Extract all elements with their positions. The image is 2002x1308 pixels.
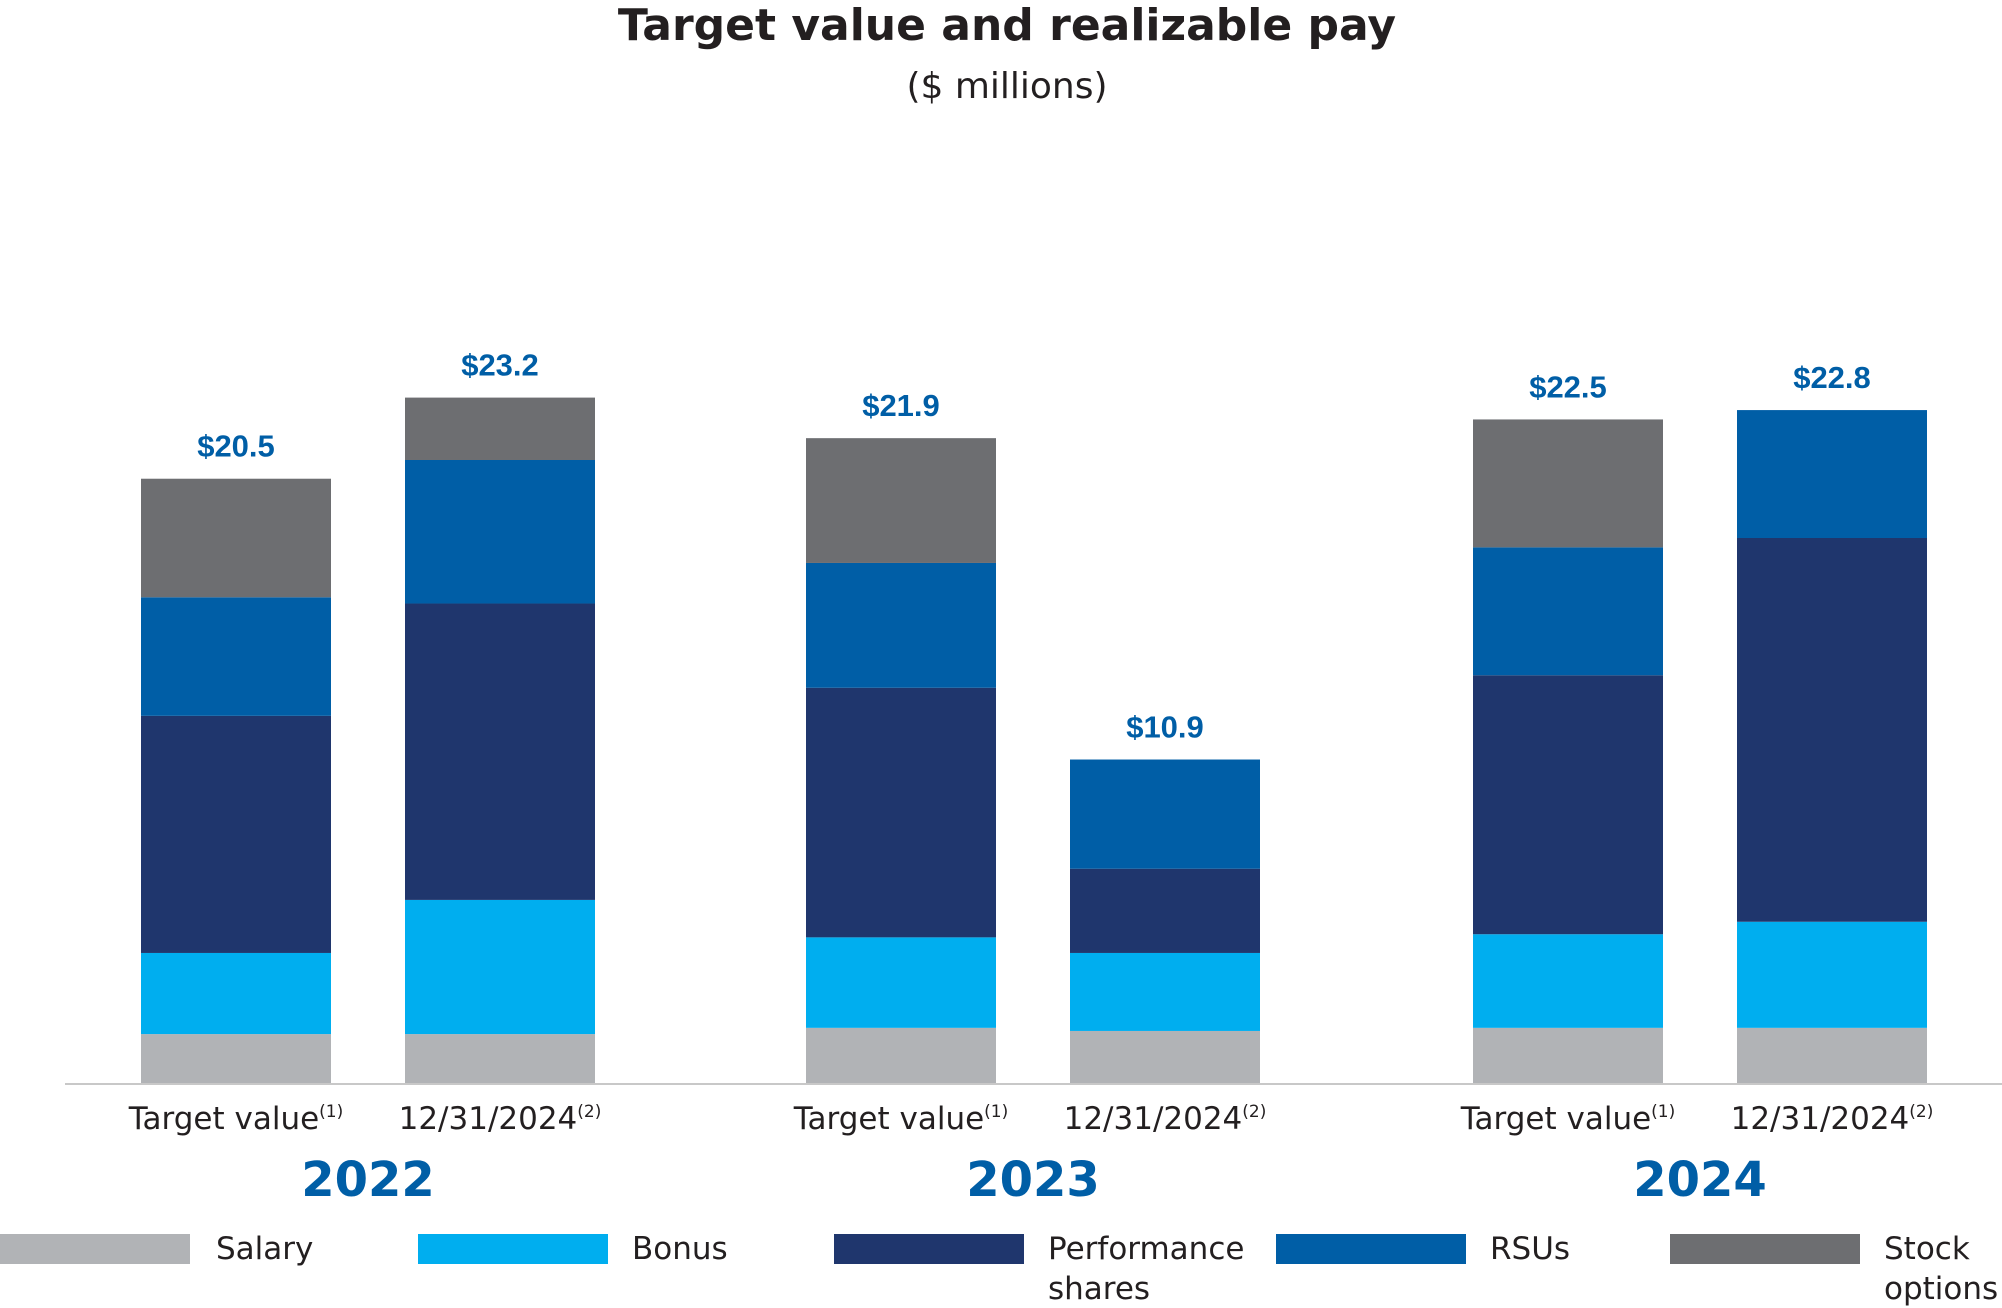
chart-title: Target value and realizable pay	[618, 0, 1396, 51]
bar-segment-bonus	[141, 952, 331, 1035]
bar-segment-performance-shares	[1070, 868, 1260, 953]
total-value-label: $22.8	[1793, 360, 1871, 395]
legend-label: Bonus	[632, 1231, 728, 1267]
legend-label: Stock	[1884, 1231, 1970, 1267]
legend-swatch	[418, 1234, 608, 1264]
bar-segment-stock-options	[806, 438, 996, 563]
bar-segment-rsus	[1737, 410, 1927, 538]
bar-category-label: 12/31/2024(2)	[1064, 1101, 1267, 1137]
bar-category-text: 12/31/2024	[1731, 1101, 1910, 1137]
bar-segment-performance-shares	[1473, 675, 1663, 935]
footnote-marker: (1)	[984, 1102, 1008, 1122]
year-label: 2024	[1633, 1152, 1767, 1208]
legend-item-rsus: RSUs	[1276, 1231, 1570, 1267]
bar-segment-rsus	[405, 460, 595, 604]
bar-segment-rsus	[806, 562, 996, 688]
bar-category-text: 12/31/2024	[1064, 1101, 1243, 1137]
bar-segment-salary	[1473, 1027, 1663, 1084]
bar-segment-performance-shares	[1737, 538, 1927, 922]
legend-item-bonus: Bonus	[418, 1231, 728, 1267]
bar-segment-salary	[405, 1034, 595, 1084]
legend-label: Salary	[216, 1231, 313, 1267]
bar-category-text: 12/31/2024	[399, 1101, 578, 1137]
footnote-marker: (2)	[1909, 1102, 1933, 1122]
bar-category-label: 12/31/2024(2)	[399, 1101, 602, 1137]
legend-swatch	[1670, 1234, 1860, 1264]
bar-segment-rsus	[1070, 759, 1260, 869]
legend-item-performance-shares: Performance shares	[834, 1231, 1244, 1307]
legend-swatch	[0, 1234, 190, 1264]
bars-layer	[141, 397, 1927, 1084]
bar-category-text: Target value	[128, 1101, 319, 1137]
footnote-marker: (2)	[1242, 1102, 1266, 1122]
bar-category-label: 12/31/2024(2)	[1731, 1101, 1934, 1137]
bar-segment-salary	[141, 1034, 331, 1084]
bar-segment-stock-options	[1473, 419, 1663, 548]
legend-label: shares	[1048, 1271, 1150, 1307]
total-value-label: $23.2	[461, 348, 539, 383]
chart-subtitle: ($ millions)	[906, 66, 1107, 107]
legend-item-salary: Salary	[0, 1231, 313, 1267]
legend-label: RSUs	[1490, 1231, 1570, 1267]
bar-segment-bonus	[1737, 921, 1927, 1028]
bar-segment-salary	[1070, 1030, 1260, 1084]
total-value-label: $20.5	[197, 429, 275, 464]
bar-category-label: Target value(1)	[793, 1101, 1009, 1137]
bar-category-label: Target value(1)	[1460, 1101, 1676, 1137]
total-value-label: $22.5	[1529, 369, 1607, 404]
bar-segment-stock-options	[405, 397, 595, 460]
legend-swatch	[834, 1234, 1024, 1264]
bar-segment-bonus	[405, 899, 595, 1035]
legend-label: options	[1884, 1271, 1998, 1307]
legend: Salary Bonus Performance shares RSUs Stock opt…	[0, 1231, 1998, 1307]
bar-segment-salary	[1737, 1027, 1927, 1084]
bar-segment-bonus	[1473, 934, 1663, 1028]
total-value-label: $10.9	[1126, 710, 1204, 745]
footnote-marker: (1)	[1651, 1102, 1675, 1122]
bar-segment-bonus	[1070, 952, 1260, 1031]
footnote-marker: (2)	[577, 1102, 601, 1122]
bar-category-text: Target value	[1460, 1101, 1651, 1137]
bar-segment-bonus	[806, 937, 996, 1028]
bar-segment-rsus	[1473, 547, 1663, 676]
total-value-label: $21.9	[862, 388, 940, 423]
year-label: 2023	[966, 1152, 1100, 1208]
bar-category-label: Target value(1)	[128, 1101, 344, 1137]
bar-segment-stock-options	[141, 478, 331, 598]
legend-item-stock-options: Stock options	[1670, 1231, 1998, 1307]
year-label: 2022	[301, 1152, 435, 1208]
footnote-marker: (1)	[319, 1102, 343, 1122]
bar-segment-performance-shares	[806, 687, 996, 938]
bar-category-text: Target value	[793, 1101, 984, 1137]
bar-segment-salary	[806, 1027, 996, 1084]
legend-swatch	[1276, 1234, 1466, 1264]
legend-label: Performance	[1048, 1231, 1244, 1267]
bar-segment-performance-shares	[141, 715, 331, 953]
bar-segment-performance-shares	[405, 603, 595, 900]
bar-segment-rsus	[141, 597, 331, 716]
